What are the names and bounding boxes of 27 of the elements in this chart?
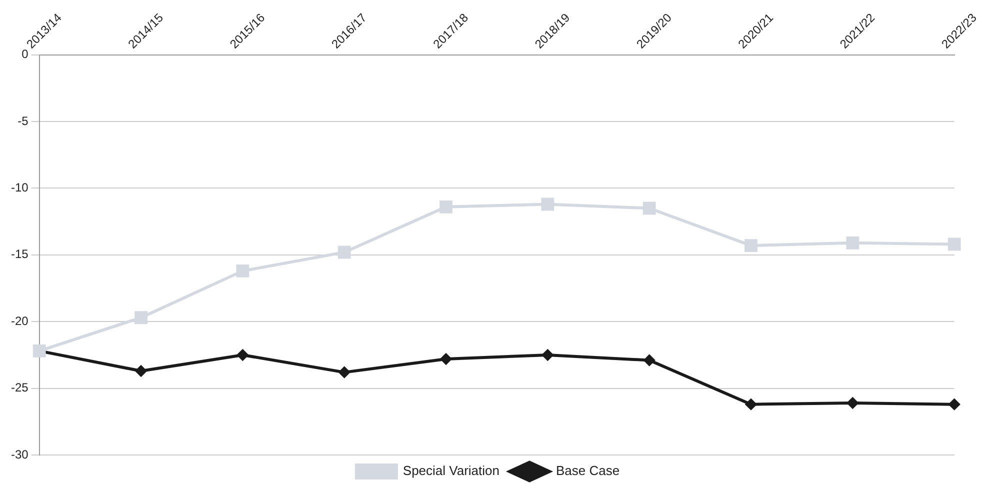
point xyxy=(338,246,351,259)
point xyxy=(237,349,248,360)
point xyxy=(134,311,148,324)
point xyxy=(642,202,656,215)
point xyxy=(948,398,960,410)
legend-label: Special Variation xyxy=(402,463,500,478)
point xyxy=(847,397,858,408)
point xyxy=(236,264,250,278)
point xyxy=(746,398,756,410)
y-tick-label: -20 xyxy=(11,314,29,328)
point xyxy=(846,236,860,250)
legend-label: Base Case xyxy=(556,463,620,478)
point xyxy=(744,239,758,252)
y-tick-label: -25 xyxy=(11,380,29,395)
point xyxy=(338,366,350,378)
point xyxy=(644,354,655,366)
point xyxy=(541,198,554,211)
y-tick-label: -5 xyxy=(18,114,29,128)
point xyxy=(948,238,961,251)
y-tick-label: -10 xyxy=(11,180,29,195)
point xyxy=(136,365,147,376)
point xyxy=(542,349,554,360)
y-tick-label: -30 xyxy=(11,447,29,462)
y-tick-label: 0 xyxy=(22,47,29,62)
y-tick-label: -15 xyxy=(11,247,29,262)
point xyxy=(440,200,452,214)
point xyxy=(440,353,452,364)
